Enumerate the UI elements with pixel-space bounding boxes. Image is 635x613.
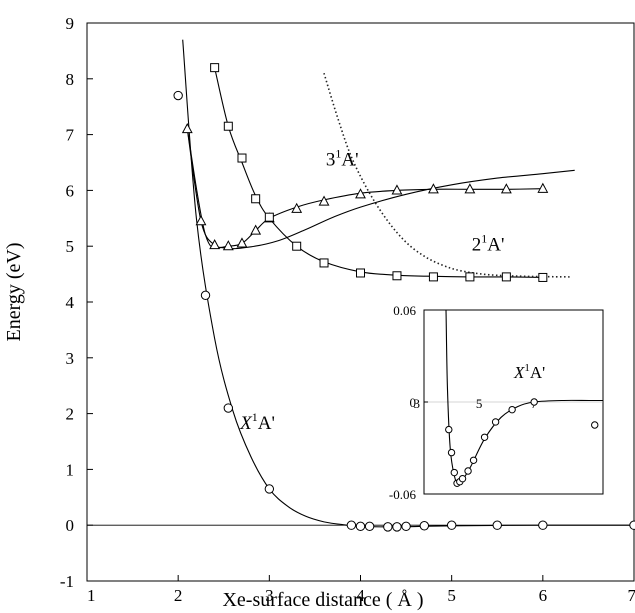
circle-marker (346, 520, 357, 530)
circle-marker (200, 290, 211, 301)
fit-curve (186, 128, 543, 248)
inset-circle-marker (458, 474, 467, 483)
square-marker (223, 121, 233, 131)
triangle-marker (209, 239, 221, 250)
triangle-marker (250, 224, 262, 235)
x-tick-label: 3 (265, 586, 274, 605)
triangle-marker (291, 202, 303, 213)
circle-marker (446, 520, 457, 530)
y-tick-label: 7 (66, 126, 75, 145)
square-marker (392, 271, 402, 281)
circle-marker (173, 90, 183, 101)
square-marker (210, 63, 220, 73)
inset-x-tick-label: 5 (476, 396, 483, 411)
triangle-marker (236, 237, 248, 248)
main-markers (173, 63, 635, 532)
curve-label: X1A' (239, 410, 275, 434)
circle-marker (383, 522, 393, 532)
square-marker (237, 153, 247, 163)
inset-circle-marker (508, 405, 516, 414)
square-marker (319, 258, 329, 268)
square-marker (251, 194, 261, 204)
inset-circle-marker (464, 467, 472, 475)
triangle-marker (222, 240, 234, 251)
circle-marker (401, 521, 411, 532)
triangle-marker (500, 183, 512, 194)
inset-circle-marker (445, 425, 453, 434)
y-tick-label: 2 (66, 405, 75, 424)
x-axis-title: Xe-surface distance ( Å ) (222, 589, 423, 611)
fit-curve (186, 128, 575, 250)
x-tick-label: 5 (447, 586, 456, 605)
x-tick-label: 1 (87, 586, 96, 605)
circle-marker (538, 520, 548, 530)
curve-label: 31A' (326, 146, 359, 170)
inset-x-tick-label: 3 (414, 396, 421, 411)
circle-marker (355, 521, 366, 532)
x-tick-label: 4 (356, 586, 365, 605)
x-tick-label: 2 (174, 586, 183, 605)
fit-curve (182, 39, 635, 528)
curve-label: 21A' (472, 232, 505, 256)
circle-marker (419, 521, 430, 531)
y-axis-title: Energy (eV) (3, 242, 25, 341)
inset-y-tick-label: 0.06 (393, 303, 416, 318)
inset-chart: 0.060-0.06357X1A' (389, 303, 604, 502)
square-marker (465, 272, 475, 282)
inset-curve-label: X1A' (513, 362, 545, 382)
y-tick-label: 0 (66, 516, 75, 535)
inset-circle-marker (491, 418, 500, 426)
triangle-marker (195, 215, 207, 226)
x-tick-label: 7 (628, 586, 635, 605)
inset-circle-marker (450, 468, 458, 477)
main-labels: 31A' 21A' X1A' (239, 146, 504, 434)
triangle-marker (391, 184, 403, 195)
y-tick-label: 8 (66, 70, 75, 89)
y-tick-label: 6 (66, 181, 75, 200)
square-marker (538, 272, 548, 282)
x-tick-label: 6 (539, 586, 548, 605)
circle-marker (392, 522, 402, 532)
inset-circle-marker (469, 456, 478, 464)
square-marker (501, 272, 511, 282)
y-tick-label: 9 (66, 14, 75, 33)
square-marker (356, 268, 365, 278)
plot-frame (86, 22, 635, 582)
circle-marker (223, 403, 234, 413)
square-marker (264, 212, 274, 222)
inset-circle-marker (530, 398, 538, 406)
inset-fit-curve (445, 309, 603, 486)
triangle-marker (464, 183, 476, 194)
circle-marker (492, 520, 502, 530)
circle-marker (364, 521, 375, 532)
circle-marker (264, 484, 275, 494)
y-tick-label: 3 (66, 349, 75, 368)
inset-y-tick-label: 0 (410, 395, 417, 410)
inset-circle-marker (480, 433, 489, 441)
circle-marker (629, 520, 635, 530)
triangle-marker (537, 182, 549, 193)
y-tick-label: -1 (60, 572, 74, 591)
inset-circle-marker (591, 421, 599, 429)
triangle-marker (181, 122, 193, 134)
inset-circle-marker (447, 448, 456, 457)
dotted-curve (323, 72, 571, 278)
triangle-marker (318, 195, 330, 206)
y-tick-label: 5 (66, 237, 75, 256)
y-tick-label: 4 (66, 293, 75, 312)
y-tick-label: 1 (66, 460, 75, 479)
square-marker (292, 241, 302, 251)
triangle-marker (427, 183, 439, 194)
triangle-marker (355, 188, 366, 199)
square-marker (428, 272, 438, 282)
inset-y-tick-label: -0.06 (389, 487, 417, 502)
